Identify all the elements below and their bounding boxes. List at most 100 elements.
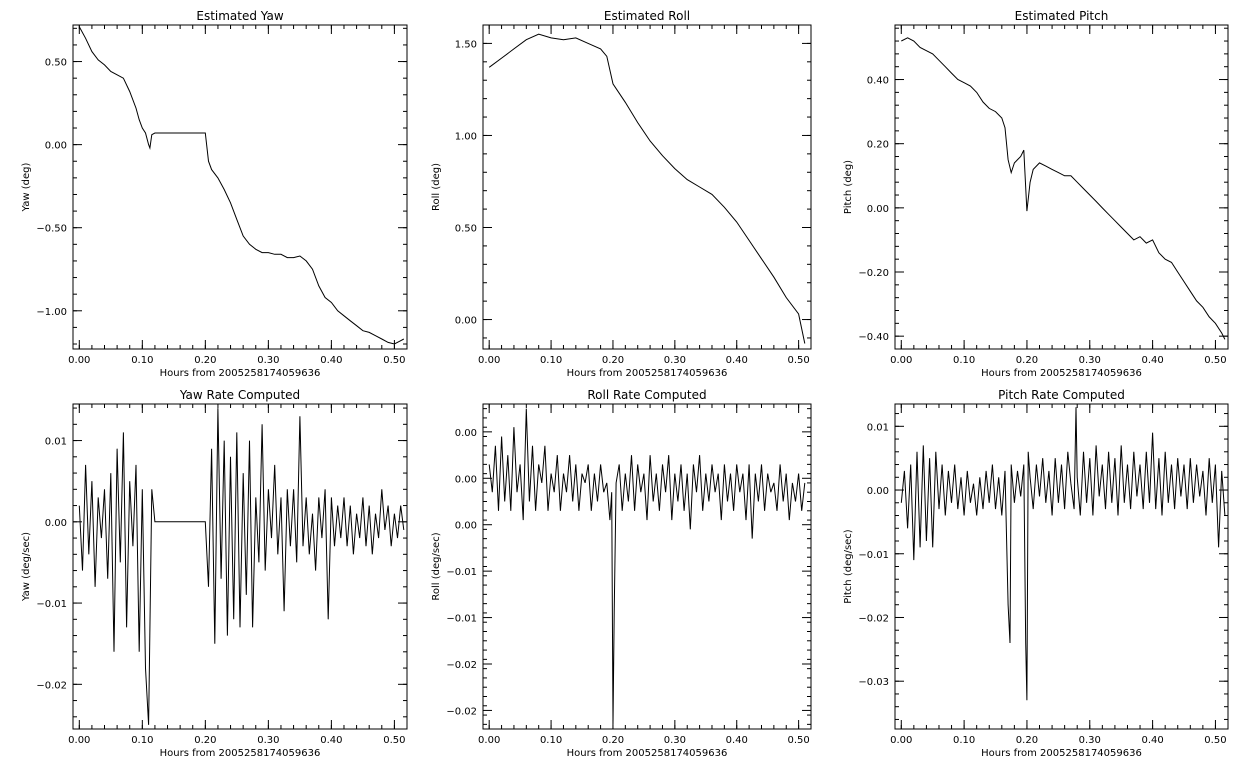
series-line <box>488 408 806 725</box>
x-axis-label: Hours from 2005258174059636 <box>981 368 1142 379</box>
series-line <box>901 37 1226 340</box>
x-tick-label: 0.30 <box>664 735 686 746</box>
plot-frame <box>894 24 1229 350</box>
x-tick-label: 0.10 <box>953 355 975 366</box>
x-tick-label: 0.40 <box>320 735 342 746</box>
x-tick-label: 0.10 <box>131 735 153 746</box>
chart-panel-4: Yaw Rate Computed 0.00 0.10 0.20 0.30 0.40 0.5… <box>21 388 408 759</box>
x-tick-label: 0.00 <box>890 355 912 366</box>
y-tick-label: −0.01 <box>446 567 477 578</box>
chart-title: Pitch Rate Computed <box>998 388 1125 402</box>
y-tick-label: 0.00 <box>45 141 67 152</box>
series-line <box>488 33 806 344</box>
y-tick-label: −0.03 <box>858 677 889 688</box>
x-tick-label: 0.20 <box>602 735 624 746</box>
y-tick-label: 0.20 <box>867 140 889 151</box>
y-tick-label: −0.02 <box>446 706 477 717</box>
y-tick-label: 0.50 <box>455 224 477 235</box>
y-tick-label: −0.20 <box>858 268 889 279</box>
series-line <box>78 26 405 345</box>
x-axis-label: Hours from 2005258174059636 <box>160 748 321 759</box>
chart-title: Estimated Yaw <box>196 9 283 23</box>
x-axis-label: Hours from 2005258174059636 <box>567 368 728 379</box>
chart-panel-2: Estimated Roll 0.00 0.10 0.20 0.30 0.40 0.50 1.… <box>431 9 812 379</box>
x-tick-label: 0.00 <box>68 735 90 746</box>
x-tick-label: 0.40 <box>726 355 748 366</box>
y-tick-label: −0.50 <box>36 224 67 235</box>
y-axis-label: Roll (deg) <box>431 163 442 211</box>
x-tick-label: 0.00 <box>478 735 500 746</box>
x-tick-label: 0.40 <box>320 355 342 366</box>
plot-frame <box>72 403 408 730</box>
y-axis-label: Yaw (deg) <box>21 162 32 212</box>
x-tick-label: 0.00 <box>890 735 912 746</box>
x-axis-label: Hours from 2005258174059636 <box>160 368 321 379</box>
plot-frame <box>482 24 812 350</box>
x-axis-label: Hours from 2005258174059636 <box>981 748 1142 759</box>
x-tick-label: 0.50 <box>787 355 809 366</box>
y-axis-label: Yaw (deg/sec) <box>21 532 32 602</box>
y-tick-label: 0.00 <box>455 474 477 485</box>
x-tick-label: 0.30 <box>1079 355 1101 366</box>
chart-title: Estimated Pitch <box>1015 9 1109 23</box>
x-tick-label: 0.30 <box>1079 735 1101 746</box>
y-tick-label: −0.01 <box>858 550 889 561</box>
x-tick-label: 0.10 <box>953 735 975 746</box>
y-tick-label: −0.02 <box>858 613 889 624</box>
x-tick-label: 0.20 <box>602 355 624 366</box>
y-tick-label: −1.00 <box>36 307 67 318</box>
x-tick-label: 0.40 <box>726 735 748 746</box>
x-tick-label: 0.30 <box>257 355 279 366</box>
y-tick-label: 1.00 <box>455 131 477 142</box>
x-tick-label: 0.20 <box>194 355 216 366</box>
y-axis-label: Roll (deg/sec) <box>431 532 442 600</box>
y-tick-label: 0.00 <box>455 316 477 327</box>
x-tick-label: 0.20 <box>194 735 216 746</box>
x-tick-label: 0.50 <box>1204 355 1226 366</box>
chart-panel-6: Pitch Rate Computed 0.00 0.10 0.20 0.30 0.40 0… <box>843 388 1229 759</box>
y-tick-label: 0.01 <box>867 422 889 433</box>
y-tick-label: 0.00 <box>867 204 889 215</box>
y-tick-label: −0.01 <box>446 614 477 625</box>
y-tick-label: 1.50 <box>455 39 477 50</box>
y-tick-label: −0.40 <box>858 332 889 343</box>
x-tick-label: 0.40 <box>1141 355 1163 366</box>
x-tick-label: 0.20 <box>1016 735 1038 746</box>
x-tick-label: 0.50 <box>787 735 809 746</box>
y-tick-label: −0.01 <box>36 599 67 610</box>
chart-title: Roll Rate Computed <box>587 388 706 402</box>
y-tick-label: 0.00 <box>45 518 67 529</box>
x-tick-label: 0.20 <box>1016 355 1038 366</box>
y-tick-label: 0.50 <box>45 58 67 69</box>
x-tick-label: 0.00 <box>478 355 500 366</box>
y-tick-label: −0.02 <box>446 660 477 671</box>
x-tick-label: 0.50 <box>1204 735 1226 746</box>
x-tick-label: 0.50 <box>383 735 405 746</box>
y-tick-label: −0.02 <box>36 680 67 691</box>
x-axis-label: Hours from 2005258174059636 <box>567 748 728 759</box>
y-axis-label: Pitch (deg) <box>843 160 854 214</box>
series-line <box>78 408 405 725</box>
y-axis-label: Pitch (deg/sec) <box>843 529 854 604</box>
chart-panel-1: Estimated Yaw 0.00 0.10 0.20 0.30 0.40 0.50 0.5… <box>21 9 408 379</box>
x-tick-label: 0.10 <box>540 735 562 746</box>
chart-title: Yaw Rate Computed <box>179 388 300 402</box>
y-tick-label: 0.01 <box>45 437 67 448</box>
chart-panel-3: Estimated Pitch 0.00 0.10 0.20 0.30 0.40 0.50 0… <box>843 9 1229 379</box>
y-tick-label: 0.00 <box>455 428 477 439</box>
chart-title: Estimated Roll <box>604 9 690 23</box>
x-tick-label: 0.50 <box>383 355 405 366</box>
y-tick-label: 0.00 <box>455 521 477 532</box>
chart-panel-5: Roll Rate Computed 0.00 0.10 0.20 0.30 0.40 0.… <box>431 388 812 759</box>
plot-frame <box>72 24 408 350</box>
y-tick-label: 0.40 <box>867 76 889 87</box>
x-tick-label: 0.10 <box>131 355 153 366</box>
x-tick-label: 0.40 <box>1141 735 1163 746</box>
x-tick-label: 0.30 <box>664 355 686 366</box>
x-tick-label: 0.30 <box>257 735 279 746</box>
x-tick-label: 0.10 <box>540 355 562 366</box>
series-line <box>900 407 1226 701</box>
plot-frame <box>894 403 1229 730</box>
x-tick-label: 0.00 <box>68 355 90 366</box>
